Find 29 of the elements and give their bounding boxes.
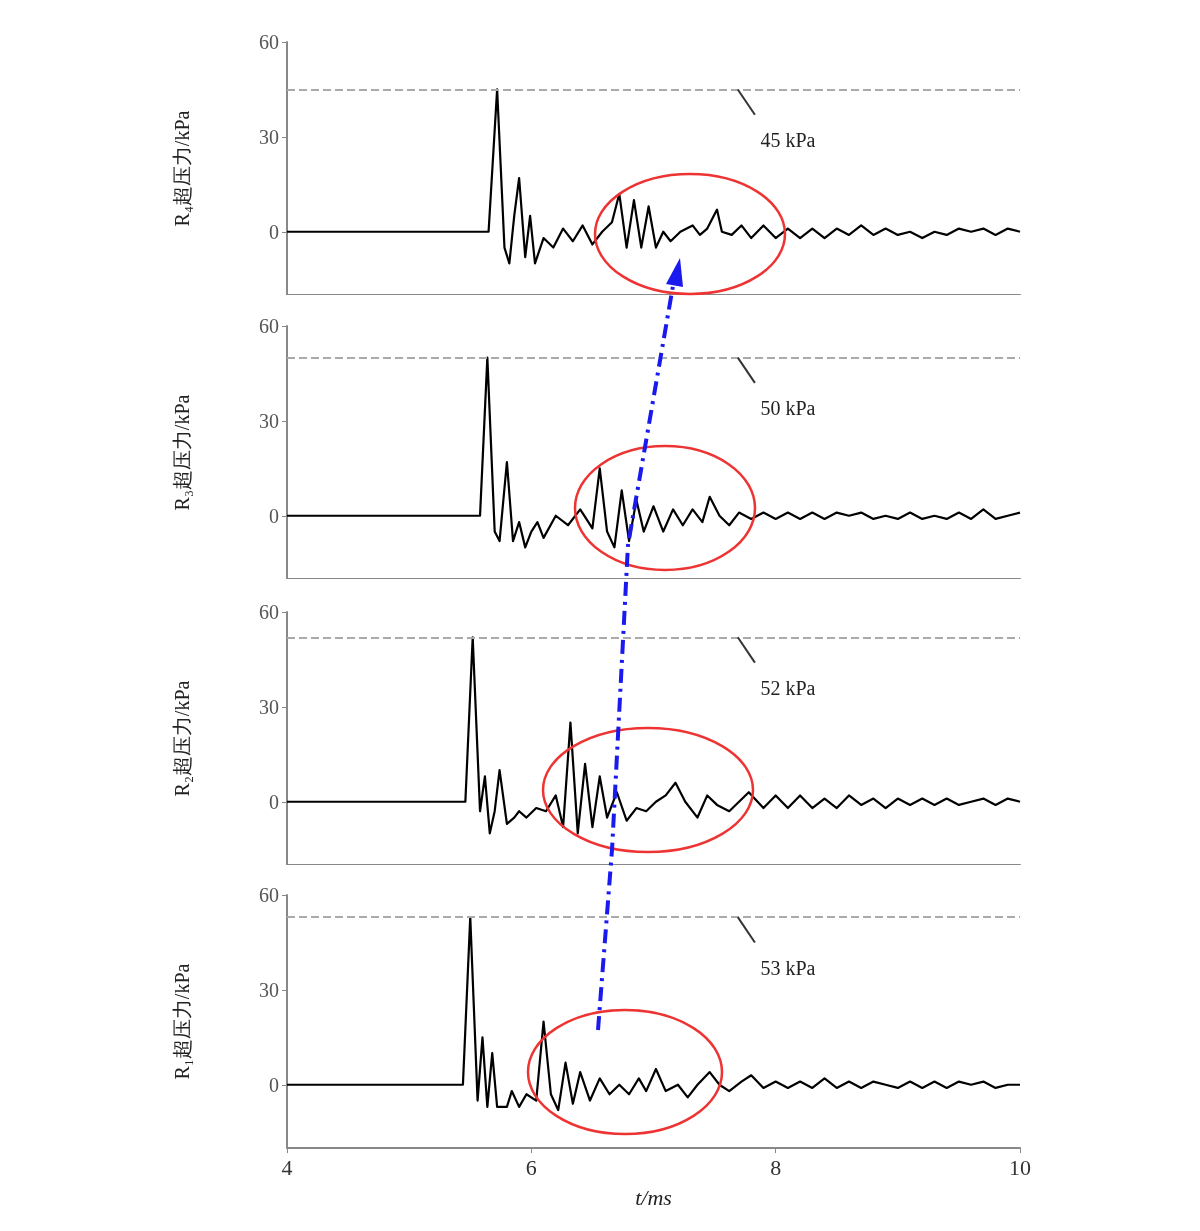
y-axis-title: R₃超压力/kPa <box>171 394 193 511</box>
y-tick-label: 30 <box>259 125 279 148</box>
x-tick-label: 8 <box>770 1154 782 1180</box>
x-tick-label: 10 <box>1009 1154 1031 1180</box>
y-tick-label: 30 <box>259 695 279 718</box>
line-series <box>285 88 1022 265</box>
x-axis-title: t/ms <box>635 1184 672 1210</box>
y-tick-label: 0 <box>269 220 279 243</box>
y-axis-title: R₂超压力/kPa <box>171 680 193 797</box>
line-series <box>285 636 1022 835</box>
y-axis-title: R₄超压力/kPa <box>171 110 193 227</box>
y-tick-label: 0 <box>269 1073 279 1096</box>
y-tick-label: 60 <box>259 884 279 906</box>
y-tick-label: 30 <box>259 978 279 1001</box>
line-series <box>285 356 1022 549</box>
x-tick-label: 6 <box>525 1154 537 1180</box>
y-tick-label: 60 <box>259 31 279 53</box>
x-tick-label: 4 <box>281 1154 293 1180</box>
y-tick-label: 60 <box>259 315 279 337</box>
y-tick-label: 0 <box>269 790 279 813</box>
y-axis-title: R₁超压力/kPa <box>171 963 193 1080</box>
y-tick-label: 30 <box>259 409 279 432</box>
ref-line-label: 52 kPa <box>760 676 816 699</box>
ref-line-label: 53 kPa <box>760 956 816 979</box>
ref-line-label: 50 kPa <box>760 397 816 420</box>
line-series <box>285 916 1022 1112</box>
y-tick-label: 0 <box>269 504 279 527</box>
y-tick-label: 60 <box>259 601 279 623</box>
ref-line-label: 45 kPa <box>760 129 816 152</box>
